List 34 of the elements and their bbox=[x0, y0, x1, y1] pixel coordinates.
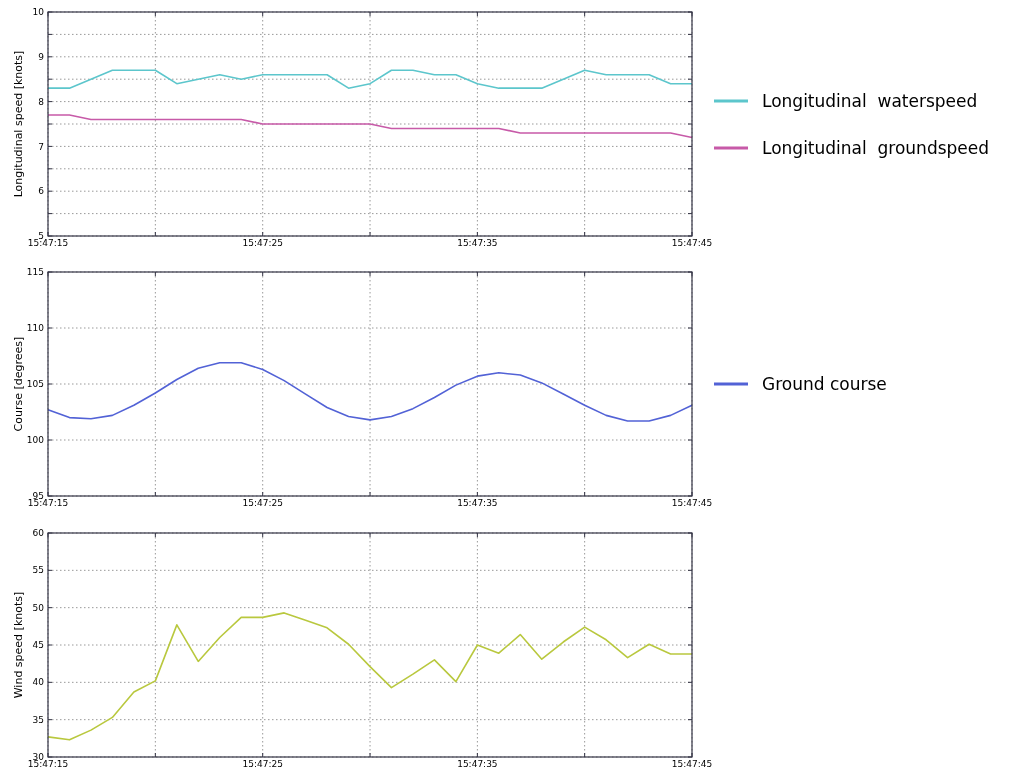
y-tick-label: 6 bbox=[38, 186, 45, 197]
line-series bbox=[47, 361, 693, 422]
y-tick-label: 100 bbox=[26, 435, 45, 446]
y-axis-title: Longitudinal speed [knots] bbox=[12, 50, 25, 198]
x-tick-label: 15:47:25 bbox=[242, 759, 283, 769]
x-tick-label: 15:47:25 bbox=[242, 498, 283, 508]
x-tick-label: 15:47:35 bbox=[457, 238, 498, 248]
y-tick-label: 115 bbox=[26, 267, 44, 278]
y-tick-label: 35 bbox=[32, 714, 44, 725]
x-tick-label: 15:47:35 bbox=[457, 759, 498, 769]
y-tick-label: 50 bbox=[32, 602, 45, 613]
line-series bbox=[47, 69, 693, 89]
legend-label: Ground course bbox=[762, 373, 887, 394]
y-tick-label: 10 bbox=[32, 7, 45, 18]
y-tick-label: 40 bbox=[32, 677, 45, 688]
y-tick-label: 60 bbox=[32, 528, 45, 539]
y-tick-label: 8 bbox=[38, 96, 45, 107]
line-series bbox=[47, 114, 693, 139]
x-tick-label: 15:47:35 bbox=[457, 498, 498, 508]
x-tick-label: 15:47:45 bbox=[671, 238, 713, 248]
legend-label: Longitudinal groundspeed bbox=[762, 137, 990, 158]
legend-label: Longitudinal waterspeed bbox=[762, 90, 978, 111]
y-tick-label: 9 bbox=[38, 51, 45, 62]
y-tick-label: 110 bbox=[26, 323, 45, 334]
y-axis-title: Course [degrees] bbox=[12, 336, 25, 432]
y-tick-label: 45 bbox=[32, 640, 44, 651]
y-tick-label: 105 bbox=[26, 379, 44, 390]
line-series bbox=[47, 612, 693, 741]
x-tick-label: 15:47:45 bbox=[671, 498, 713, 508]
x-tick-label: 15:47:25 bbox=[242, 238, 283, 248]
y-tick-label: 7 bbox=[38, 141, 44, 152]
x-tick-label: 15:47:45 bbox=[671, 759, 713, 769]
y-axis-title: Wind speed [knots] bbox=[12, 591, 25, 699]
y-tick-label: 55 bbox=[32, 565, 44, 576]
